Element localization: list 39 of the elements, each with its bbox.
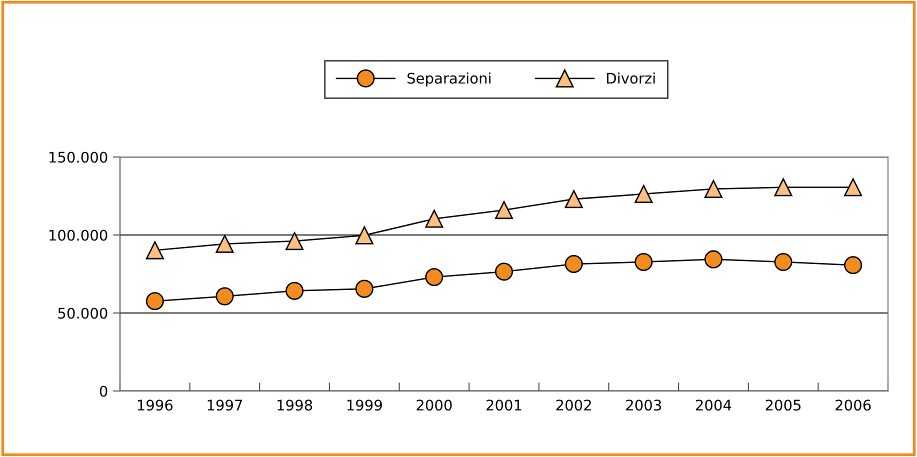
point	[634, 252, 653, 272]
point	[216, 234, 234, 253]
x-tick-label: 2000	[416, 400, 452, 411]
point	[844, 256, 862, 274]
legend-label: Separazioni	[408, 72, 490, 87]
y-tick-label: 50.000	[58, 308, 108, 319]
point	[286, 282, 304, 300]
point	[704, 250, 722, 268]
x-tick-label: 2004	[696, 400, 732, 411]
y-tick-label: 150.000	[49, 152, 108, 163]
point	[704, 180, 722, 198]
x-tick-label: 1997	[208, 400, 242, 411]
point	[564, 190, 583, 208]
point	[844, 178, 862, 196]
point	[634, 184, 653, 203]
point	[216, 287, 234, 306]
point	[355, 280, 374, 298]
y-tick-label: 100.000	[49, 230, 108, 241]
point	[355, 226, 374, 244]
x-tick-label: 2005	[766, 400, 801, 411]
x-tick-label: 2001	[486, 400, 522, 411]
point	[146, 292, 164, 310]
x-tick-label: 1996	[138, 400, 173, 411]
point	[425, 210, 444, 228]
x-tick-label: 2002	[556, 400, 591, 411]
x-tick-label: 1998	[278, 400, 312, 411]
point	[494, 262, 514, 281]
point	[146, 241, 164, 260]
point	[774, 252, 792, 272]
point	[494, 201, 514, 220]
x-tick-label: 2003	[626, 400, 662, 411]
point	[774, 178, 792, 196]
point	[286, 232, 304, 250]
point	[425, 268, 444, 286]
x-tick-label: 1999	[347, 400, 382, 411]
x-tick-label: 2006	[836, 400, 871, 411]
legend-label: Divorzi	[607, 72, 655, 84]
y-tick-label: 0	[100, 386, 108, 397]
point	[564, 254, 583, 274]
